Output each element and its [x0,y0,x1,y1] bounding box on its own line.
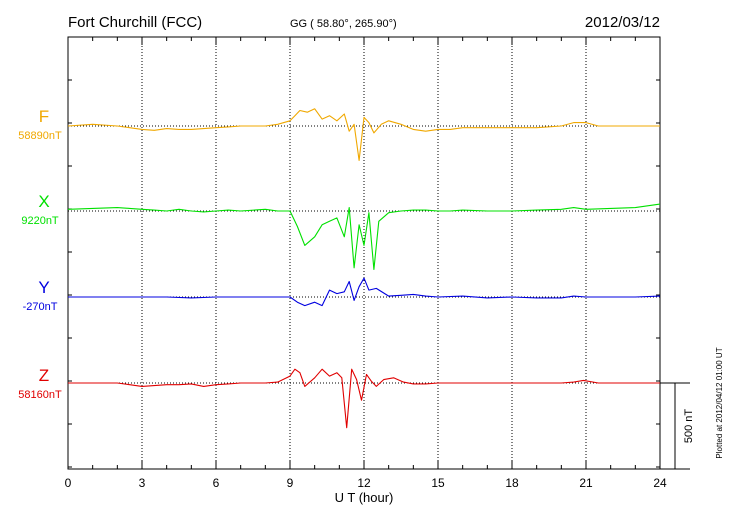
series-x-baseline-value: 9220nT [21,215,59,227]
scale-bar: 500 nT [660,382,695,470]
x-tick-label: 9 [287,476,294,490]
series-y-line [68,277,661,307]
plot-date: 2012/03/12 [585,14,660,31]
grid-lines [68,37,660,469]
x-tick-label: 12 [357,476,371,490]
x-axis-label: U T (hour) [335,490,394,505]
station-title: Fort Churchill (FCC) [68,14,202,31]
series-x-line [67,203,661,271]
scale-bar-label: 500 nT [683,409,695,444]
station-coordinates: GG ( 58.80°, 265.90°) [290,18,397,30]
x-tick-labels: 0 3 6 9 12 15 18 21 24 [65,476,667,490]
series-f-baseline-value: 58890nT [18,130,62,142]
series-z-baseline-value: 58160nT [18,389,62,401]
series-labels: F 58890nT X 9220nT Y -270nT Z 58160nT [18,107,62,401]
series-f-line [67,108,660,161]
x-tick-label: 3 [139,476,146,490]
series-y-baseline-value: -270nT [23,301,58,313]
x-tick-label: 24 [653,476,667,490]
series-z-label: Z [39,366,49,385]
x-tick-label: 0 [65,476,72,490]
plotted-at-note: Plotted at 2012/04/12 01:00 UT [715,347,724,458]
x-tick-label: 18 [505,476,519,490]
series-y-label: Y [38,278,49,297]
x-tick-label: 15 [431,476,445,490]
x-tick-label: 6 [213,476,220,490]
series-f-label: F [39,107,49,126]
series-z-line [68,368,660,429]
traces [67,108,661,429]
axis-ticks [67,37,661,469]
series-x-label: X [38,192,49,211]
x-tick-label: 21 [579,476,593,490]
